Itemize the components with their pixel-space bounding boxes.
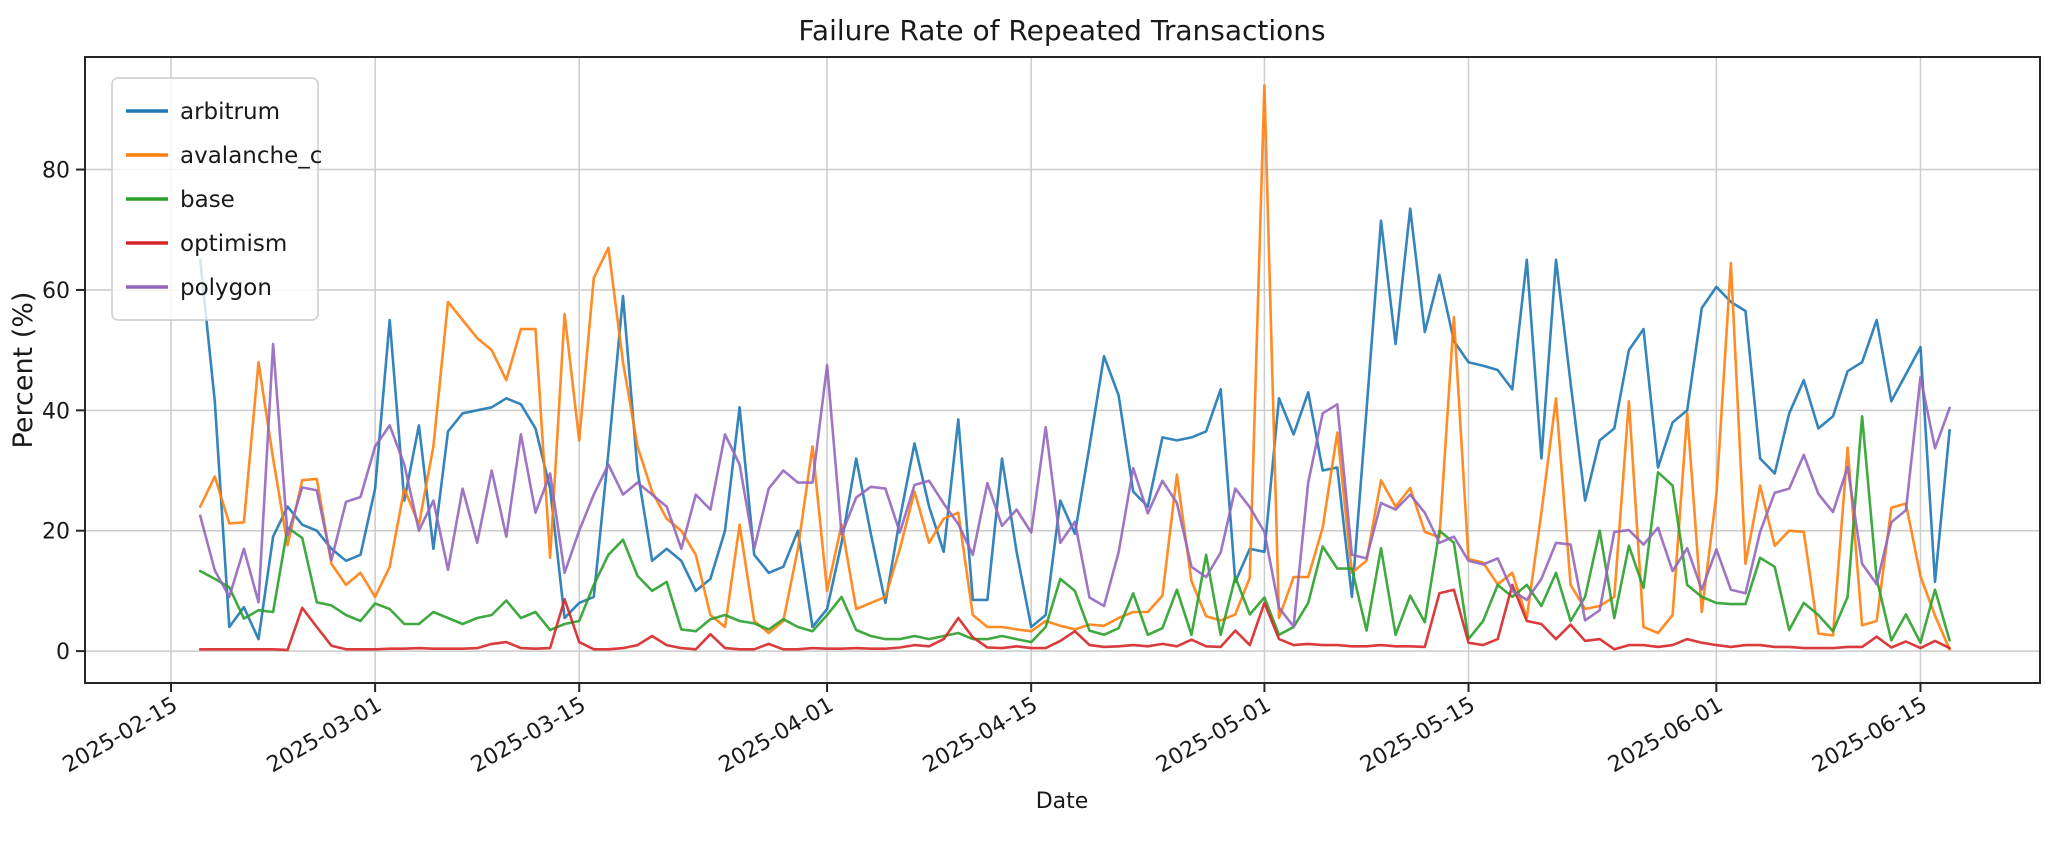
series-line-base [198,414,1951,645]
x-tick-label: 2025-05-15 [1356,693,1479,779]
series-line-arbitrum [198,207,1951,641]
y-tick-label: 80 [42,159,70,184]
plot-border [84,56,2041,684]
y-tick-label: 0 [56,640,70,665]
x-tick-label: 2025-03-15 [467,693,590,779]
series-layer [198,84,1951,652]
series-line-polygon [198,342,1951,628]
legend-label-avalanche_c: avalanche_c [180,143,322,169]
series-line-avalanche_c [198,84,1951,651]
chart-title: Failure Rate of Repeated Transactions [798,14,1325,47]
tick-layer: 0 20 40 60 80 2025-02-15 2025-03-01 2025-03-15 2… [42,159,1931,779]
y-tick-label: 60 [42,279,70,304]
x-tick-label: 2025-03-01 [263,693,386,779]
x-tick-label: 2025-06-01 [1604,693,1727,779]
legend-label-polygon: polygon [180,275,272,301]
legend-label-optimism: optimism [180,231,287,257]
x-tick-label: 2025-05-01 [1152,693,1275,779]
x-tick-label: 2025-06-15 [1808,693,1931,779]
x-tick-label: 2025-04-01 [715,693,838,779]
series-line-optimism [198,583,1951,652]
x-tick-label: 2025-02-15 [59,693,182,779]
legend-box [111,77,319,321]
y-tick-label: 20 [42,520,70,545]
legend-label-base: base [180,187,235,213]
x-axis-label: Date [1036,789,1089,814]
y-tick-label: 40 [42,399,70,424]
y-axis-label: Percent (%) [8,292,39,449]
x-tick-label: 2025-04-15 [919,693,1042,779]
legend-label-arbitrum: arbitrum [180,99,280,125]
